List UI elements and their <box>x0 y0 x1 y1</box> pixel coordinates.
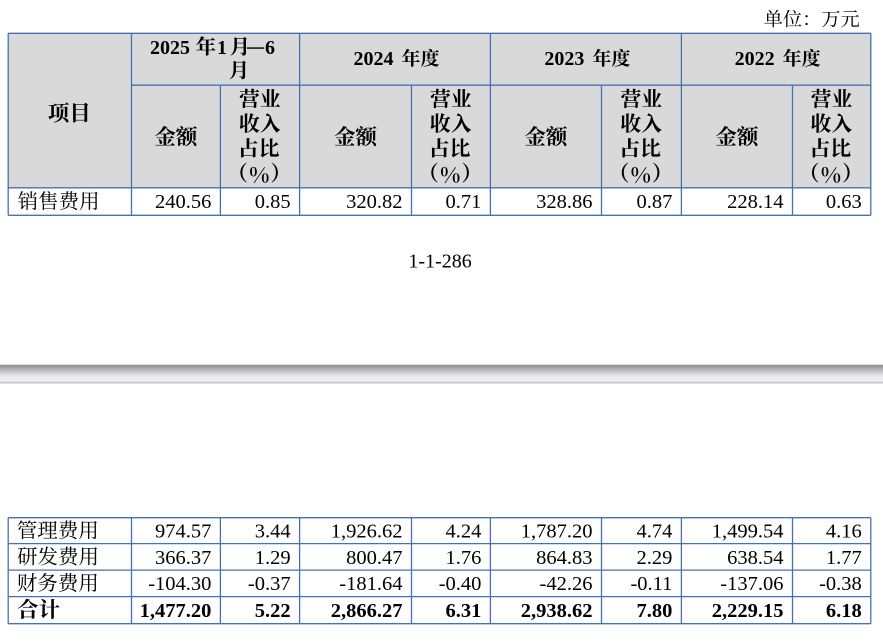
svg-text:2023: 2023 <box>544 48 584 70</box>
svg-text:-104.30: -104.30 <box>148 573 211 595</box>
svg-text:2025: 2025 <box>150 37 190 59</box>
svg-text:-0.40: -0.40 <box>439 573 482 595</box>
svg-text:0.71: 0.71 <box>446 191 482 213</box>
svg-text:2.29: 2.29 <box>637 547 673 569</box>
svg-text:3.44: 3.44 <box>255 521 291 543</box>
svg-text:1.77: 1.77 <box>826 547 862 569</box>
svg-text:1,926.62: 1,926.62 <box>331 521 403 543</box>
svg-text:2022: 2022 <box>735 48 775 70</box>
svg-text:800.47: 800.47 <box>346 547 402 569</box>
svg-text:228.14: 228.14 <box>727 191 783 213</box>
svg-text:320.82: 320.82 <box>346 191 402 213</box>
svg-text:1: 1 <box>217 37 227 59</box>
svg-text:6.31: 6.31 <box>446 600 482 622</box>
svg-text:2,866.27: 2,866.27 <box>331 600 403 622</box>
svg-text:974.57: 974.57 <box>155 521 211 543</box>
svg-text:0.85: 0.85 <box>255 191 291 213</box>
svg-text:0.87: 0.87 <box>637 191 673 213</box>
svg-text:2,938.62: 2,938.62 <box>521 600 593 622</box>
svg-text:-0.37: -0.37 <box>248 573 291 595</box>
svg-text:1,787.20: 1,787.20 <box>521 521 593 543</box>
svg-text:-181.64: -181.64 <box>339 573 402 595</box>
svg-text:-42.26: -42.26 <box>540 573 593 595</box>
svg-text:1.76: 1.76 <box>446 547 482 569</box>
svg-text:5.22: 5.22 <box>255 600 291 622</box>
svg-text:-0.38: -0.38 <box>819 573 862 595</box>
svg-text:0.63: 0.63 <box>826 191 862 213</box>
svg-text:864.83: 864.83 <box>536 547 592 569</box>
svg-text:2,229.15: 2,229.15 <box>712 600 784 622</box>
svg-text:6.18: 6.18 <box>826 600 862 622</box>
svg-text:1-1-286: 1-1-286 <box>408 251 471 273</box>
svg-text:240.56: 240.56 <box>155 191 211 213</box>
svg-text:328.86: 328.86 <box>536 191 592 213</box>
svg-text:1,477.20: 1,477.20 <box>140 600 212 622</box>
svg-text:4.16: 4.16 <box>826 521 862 543</box>
svg-text:638.54: 638.54 <box>727 547 783 569</box>
svg-text:7.80: 7.80 <box>637 600 673 622</box>
svg-text:1.29: 1.29 <box>255 547 291 569</box>
svg-text:6: 6 <box>265 37 275 59</box>
svg-text:366.37: 366.37 <box>155 547 211 569</box>
svg-text:1,499.54: 1,499.54 <box>712 521 784 543</box>
svg-text:2024: 2024 <box>354 48 394 70</box>
svg-text:-0.11: -0.11 <box>630 573 672 595</box>
svg-text:4.74: 4.74 <box>637 521 673 543</box>
svg-text:-137.06: -137.06 <box>720 573 783 595</box>
svg-text:4.24: 4.24 <box>446 521 482 543</box>
